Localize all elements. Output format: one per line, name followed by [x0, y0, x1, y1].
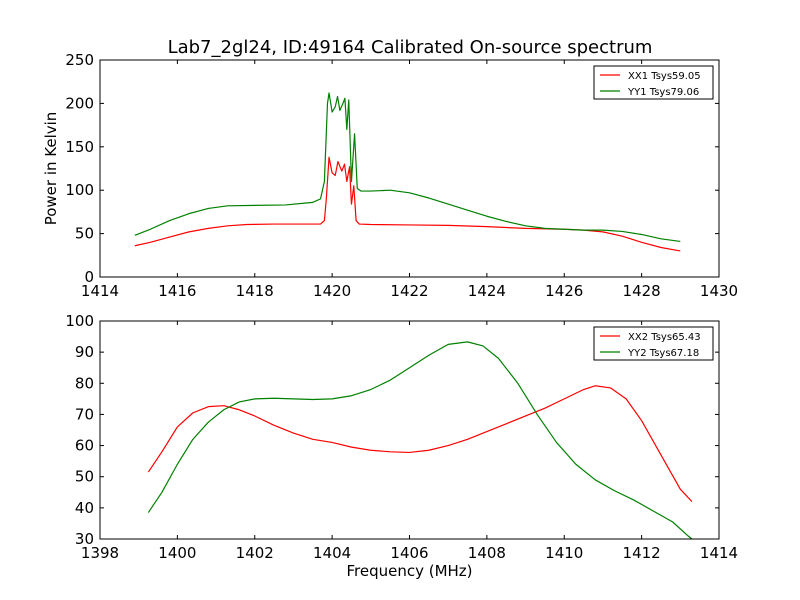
- legend-box: [593, 326, 714, 361]
- legend-label: YY1 Tsys79.06: [627, 87, 699, 98]
- y-tick-label: 80: [75, 374, 94, 392]
- x-tick-label: 1410: [545, 544, 583, 562]
- y-axis-label: Power in Kelvin: [42, 112, 60, 226]
- x-tick-label: 1422: [390, 282, 428, 300]
- x-tick-label: 1426: [545, 282, 583, 300]
- plot-layer: 1414 1416 1418 1420 1422 1424 1426 1428 14300501…: [42, 51, 738, 580]
- legend-label: XX2 Tsys65.43: [628, 332, 701, 343]
- y-tick-label: 50: [75, 225, 94, 243]
- x-tick-label: 1414: [81, 282, 119, 300]
- x-axis-label: Frequency (MHz): [346, 562, 472, 580]
- y-tick-label: 100: [65, 312, 94, 330]
- x-tick-label: 1428: [623, 282, 661, 300]
- x-tick-label: 1414: [700, 544, 738, 562]
- y-tick-label: 30: [75, 530, 94, 548]
- y-tick-label: 100: [65, 181, 94, 199]
- x-tick-label: 1400: [158, 544, 196, 562]
- x-tick-label: 1408: [468, 544, 506, 562]
- y-tick-label: 250: [65, 51, 94, 69]
- series-line-xx2: [147, 385, 693, 503]
- x-tick-label: 1402: [236, 544, 274, 562]
- x-tick-label: 1420: [313, 282, 351, 300]
- series-line-yy2: [147, 341, 693, 540]
- legend-box: [593, 65, 714, 100]
- subplot-1: 1414 1416 1418 1420 1422 1424 1426 1428 1430 0 50 1…: [42, 51, 738, 300]
- x-tick-label: 1398: [81, 544, 119, 562]
- x-tick-label: 1406: [390, 544, 428, 562]
- y-tick-label: 50: [75, 468, 94, 486]
- legend: XX2 Tsys65.43 YY2 Tsys67.18: [593, 326, 714, 361]
- figure-title: Lab7_2gl24, ID:49164 Calibrated On-sourc…: [168, 37, 653, 58]
- legend-label: XX1 Tsys59.05: [628, 71, 701, 82]
- x-tick-label: 1424: [468, 282, 506, 300]
- subplot-2: 1398 1400 1402 1404 1406 1408 1410 1412 1414 30 40…: [65, 312, 738, 580]
- y-tick-label: 40: [75, 499, 94, 517]
- legend: XX1 Tsys59.05 YY1 Tsys79.06: [593, 65, 714, 100]
- y-tick-label: 90: [75, 343, 94, 361]
- y-tick-label: 60: [75, 437, 94, 455]
- legend-label: YY2 Tsys67.18: [627, 348, 699, 359]
- x-tick-label: 1418: [236, 282, 274, 300]
- y-tick-label: 150: [65, 138, 94, 156]
- x-tick-label: 1416: [158, 282, 196, 300]
- y-tick-label: 70: [75, 405, 94, 423]
- x-tick-label: 1404: [313, 544, 351, 562]
- x-tick-label: 1430: [700, 282, 738, 300]
- series-line-yy1: [134, 92, 681, 243]
- y-tick-label: 0: [84, 268, 94, 286]
- x-tick-label: 1412: [623, 544, 661, 562]
- y-tick-label: 200: [65, 94, 94, 112]
